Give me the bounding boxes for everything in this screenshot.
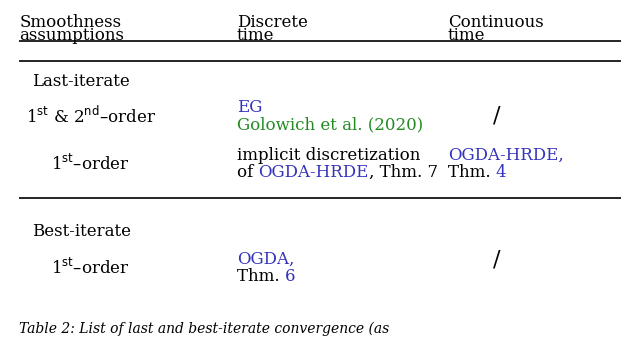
- Text: Table 2: List of last and best-iterate convergence (as: Table 2: List of last and best-iterate c…: [19, 322, 390, 336]
- Text: Last-iterate: Last-iterate: [32, 73, 130, 90]
- Text: of: of: [237, 164, 259, 181]
- Text: Thm.: Thm.: [448, 164, 496, 181]
- Text: Best-iterate: Best-iterate: [32, 223, 131, 240]
- Text: implicit discretization: implicit discretization: [237, 147, 420, 164]
- Text: 1$^{\mathrm{st}}$ & 2$^{\mathrm{nd}}$–order: 1$^{\mathrm{st}}$ & 2$^{\mathrm{nd}}$–or…: [26, 105, 156, 127]
- Text: 1$^{\mathrm{st}}$–order: 1$^{\mathrm{st}}$–order: [51, 154, 130, 174]
- Text: 1$^{\mathrm{st}}$–order: 1$^{\mathrm{st}}$–order: [51, 258, 130, 278]
- Text: assumptions: assumptions: [19, 27, 124, 44]
- Text: time: time: [237, 27, 275, 44]
- Text: 6: 6: [285, 268, 295, 285]
- Text: OGDA,: OGDA,: [237, 251, 294, 268]
- Text: EG: EG: [237, 99, 262, 116]
- Text: Golowich et al. (2020): Golowich et al. (2020): [237, 116, 423, 133]
- Text: OGDA-HRDE,: OGDA-HRDE,: [448, 147, 564, 164]
- Text: OGDA-HRDE: OGDA-HRDE: [259, 164, 369, 181]
- Text: 4: 4: [496, 164, 506, 181]
- Text: Discrete: Discrete: [237, 14, 308, 31]
- Text: Thm.: Thm.: [237, 268, 285, 285]
- Text: Smoothness: Smoothness: [19, 14, 122, 31]
- Text: , Thm. 7: , Thm. 7: [369, 164, 438, 181]
- Text: /: /: [493, 105, 500, 127]
- Text: time: time: [448, 27, 486, 44]
- Text: Continuous: Continuous: [448, 14, 544, 31]
- Text: /: /: [493, 248, 500, 270]
